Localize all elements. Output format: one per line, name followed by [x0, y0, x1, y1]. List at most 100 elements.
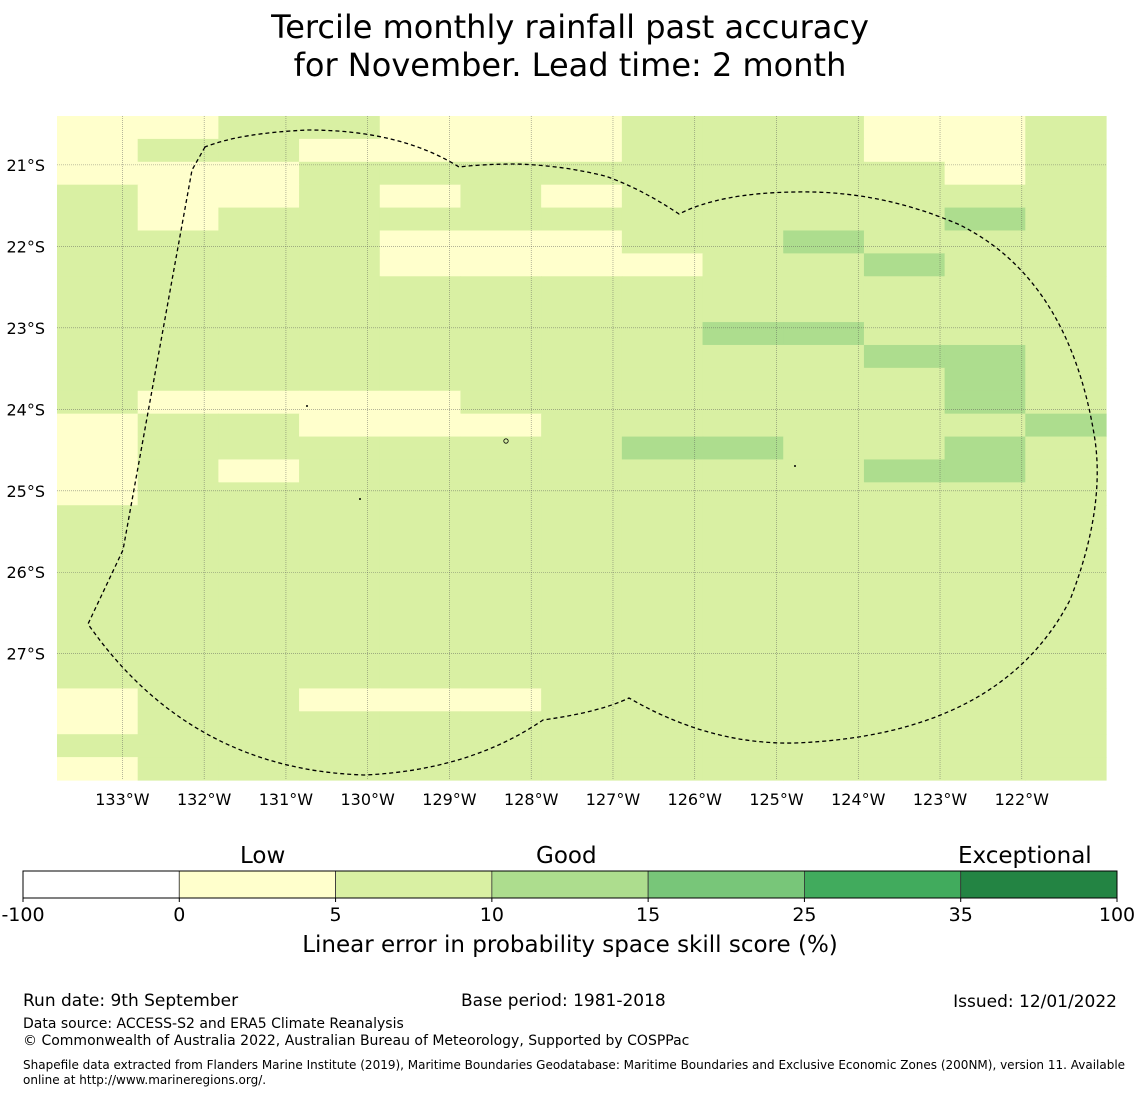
grid-cell — [379, 230, 462, 254]
grid-cell — [218, 688, 300, 712]
grid-cell — [218, 642, 300, 667]
grid-cell — [299, 299, 381, 323]
grid-cell — [379, 138, 462, 163]
grid-cell — [460, 207, 542, 232]
grid-cell — [702, 619, 784, 644]
longitude-label: 133°W — [95, 790, 150, 809]
grid-cell — [460, 551, 542, 575]
category-good: Good — [536, 843, 597, 869]
grid-cell — [702, 367, 784, 392]
grid-cell — [863, 482, 946, 506]
grid-cell — [541, 116, 623, 140]
grid-cell — [218, 184, 300, 209]
grid-cell — [137, 207, 219, 232]
grid-cell — [299, 757, 381, 781]
grid-cell — [460, 116, 542, 140]
grid-cell — [57, 276, 139, 300]
grid-cell — [460, 344, 542, 369]
grid-cell — [541, 642, 623, 667]
grid-cell — [218, 528, 300, 552]
latitude-label: 27°S — [6, 645, 45, 664]
grid-cell — [379, 344, 462, 369]
grid-cell — [57, 390, 139, 415]
grid-cell — [57, 482, 139, 506]
grid-cell — [1025, 528, 1107, 552]
grid-cell — [299, 642, 381, 667]
grid-cell — [944, 367, 1026, 392]
grid-cell — [57, 711, 139, 735]
grid-cell — [944, 207, 1026, 232]
grid-cell — [460, 573, 542, 598]
grid-cell — [541, 299, 623, 323]
grid-cell — [863, 757, 946, 781]
grid-cell — [218, 116, 300, 140]
grid-cell — [379, 596, 462, 621]
grid-cell — [783, 619, 865, 644]
grid-cell — [137, 436, 219, 461]
grid-cell — [1025, 390, 1107, 415]
island-marker — [503, 438, 509, 444]
grid-cell — [137, 757, 219, 781]
category-exceptional: Exceptional — [958, 843, 1092, 869]
grid-cell — [218, 230, 300, 254]
longitude-label: 127°W — [586, 790, 641, 809]
grid-cell — [783, 299, 865, 323]
grid-cell — [944, 276, 1026, 300]
chart-title-line-2: for November. Lead time: 2 month — [293, 46, 847, 84]
grid-cell — [944, 642, 1026, 667]
longitude-labels: 133°W 132°W 131°W 130°W 129°W 128°W 127°W 126°W… — [95, 790, 1049, 809]
grid-cell — [137, 528, 219, 552]
grid-cell — [702, 573, 784, 598]
grid-cell — [944, 619, 1026, 644]
grid-cell — [541, 138, 623, 163]
grid-cell — [299, 184, 381, 209]
grid-cell — [944, 322, 1026, 346]
grid-cell — [137, 367, 219, 392]
grid-cell — [137, 619, 219, 644]
grid-cell — [379, 619, 462, 644]
grid-cell — [460, 459, 542, 483]
colorbar-segment — [804, 870, 962, 899]
grid-cell — [460, 161, 542, 186]
grid-cell — [379, 688, 462, 712]
grid-cell — [783, 367, 865, 392]
grid-cell — [702, 711, 784, 735]
grid-cell — [137, 505, 219, 529]
grid-cell — [57, 344, 139, 369]
grid-cell — [137, 299, 219, 323]
latitude-label: 24°S — [6, 400, 45, 419]
grid-cell — [783, 116, 865, 140]
copyright: © Commonwealth of Australia 2022, Austra… — [23, 1033, 690, 1049]
grid-cell — [57, 116, 139, 140]
latitude-label: 23°S — [6, 319, 45, 338]
grid-cell — [541, 184, 623, 209]
colorbar-tick-label: 35 — [949, 904, 973, 926]
grid-cell — [379, 253, 462, 277]
grid-cell — [460, 757, 542, 781]
grid-cell — [218, 551, 300, 575]
grid-cell — [1025, 482, 1107, 506]
grid-cell — [299, 619, 381, 644]
grid-cell — [299, 344, 381, 369]
grid-cell — [541, 413, 623, 438]
grid-cell — [863, 711, 946, 735]
grid-cell — [702, 642, 784, 667]
colorbar-segment — [960, 870, 1118, 899]
grid-cell — [541, 573, 623, 598]
shapefile-credit: Shapefile data extracted from Flanders M… — [23, 1058, 1126, 1087]
grid-cell — [57, 619, 139, 644]
grid-cell — [621, 322, 704, 346]
grid-cell — [702, 322, 784, 346]
colorbar-tick-label: 25 — [792, 904, 816, 926]
grid-cell — [460, 390, 542, 415]
grid-cell — [218, 757, 300, 781]
grid-cell — [621, 276, 704, 300]
grid-cell — [1025, 642, 1107, 667]
grid-cell — [460, 665, 542, 690]
island-marker — [306, 405, 308, 407]
longitude-label: 122°W — [995, 790, 1050, 809]
grid-cell — [57, 528, 139, 552]
grid-cell — [460, 619, 542, 644]
grid-cell — [944, 711, 1026, 735]
